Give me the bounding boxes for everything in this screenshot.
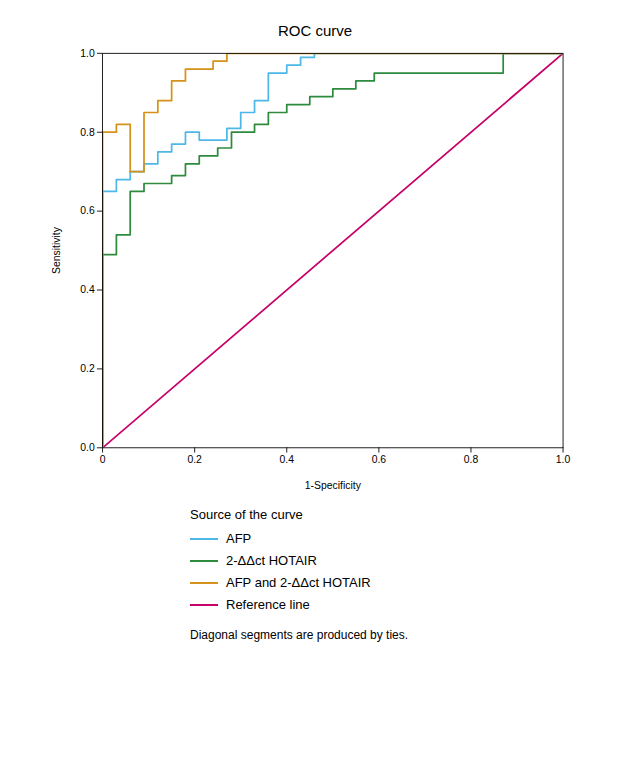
html-text:2-ΔΔct HOTAIR: 2-ΔΔct HOTAIR [226, 553, 317, 569]
svg-text:0.4: 0.4 [280, 454, 295, 465]
svg-text:0.2: 0.2 [187, 454, 202, 465]
svg-text:0.0: 0.0 [80, 442, 95, 453]
html-text:AFP: AFP [226, 531, 252, 547]
svg-text:0.2: 0.2 [80, 363, 95, 374]
html-text:AFP and 2-ΔΔct HOTAIR: AFP and 2-ΔΔct HOTAIR [226, 575, 371, 591]
svg-text:Sensitivity: Sensitivity [51, 226, 62, 274]
svg-text:1-Specificity: 1-Specificity [305, 480, 362, 491]
svg-text:0.8: 0.8 [80, 127, 95, 138]
html-text:Source of the curve: Source of the curve [190, 506, 303, 522]
html-text:ROC curve: ROC curve [277, 22, 353, 39]
svg-text:0: 0 [100, 454, 106, 465]
svg-text:1.0: 1.0 [556, 454, 571, 465]
svg-text:0.6: 0.6 [80, 205, 95, 216]
html-text:Reference line: Reference line [226, 597, 310, 613]
svg-text:1.0: 1.0 [80, 48, 95, 59]
html-text:Diagonal segments are produced: Diagonal segments are produced by ties. [190, 627, 409, 642]
svg-text:0.8: 0.8 [464, 454, 479, 465]
svg-text:0.4: 0.4 [80, 284, 95, 295]
svg-text:0.6: 0.6 [372, 454, 387, 465]
